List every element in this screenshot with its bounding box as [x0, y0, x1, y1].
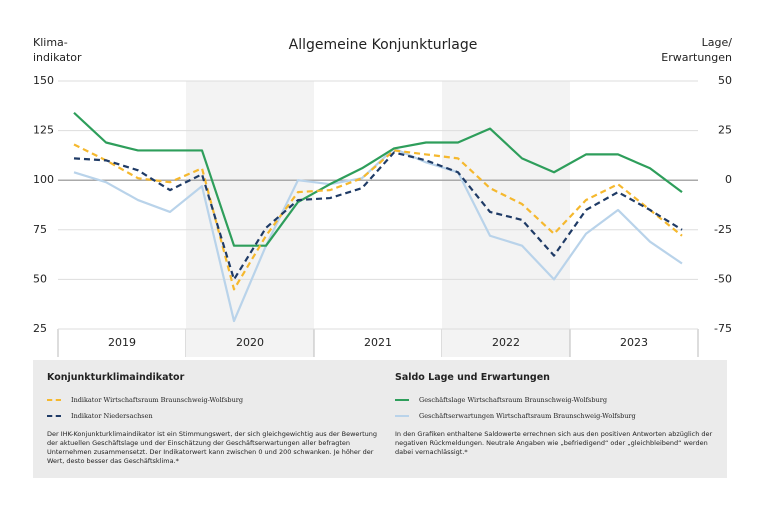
series-line	[73, 147, 683, 323]
y2-tick-label: -25	[714, 223, 732, 236]
chart: Allgemeine Konjunkturlage 2019 2020 2021 20…	[33, 36, 733, 357]
legend-label: Indikator Wirtschaftsraum Braunschweig-W…	[71, 396, 244, 404]
y-tick-label: 100	[33, 173, 54, 186]
y2-tick-label: 25	[718, 124, 732, 137]
legend-swatch	[47, 399, 61, 401]
legend-label: Indikator Niedersachsen	[71, 412, 153, 420]
legend-label: Geschäftserwartungen Wirtschaftsraum Bra…	[419, 412, 636, 420]
y-tick-label: 125	[33, 124, 54, 137]
y-axis-label: indikator	[33, 51, 82, 64]
year-band	[442, 81, 570, 357]
legend-note: Der IHK-Konjunkturklimaindikator ist ein…	[47, 430, 377, 465]
y2-tick-label: -50	[714, 272, 732, 285]
y-tick-label: 150	[33, 74, 54, 87]
legend-panel: Konjunkturklimaindikator Indikator Wirtsc…	[33, 360, 727, 478]
legend-item: Indikator Wirtschaftsraum Braunschweig-W…	[47, 392, 377, 408]
series-line	[73, 111, 683, 247]
y2-axis-label: Lage/	[702, 36, 733, 49]
legend-swatch	[47, 415, 61, 417]
legend-item: Geschäftserwartungen Wirtschaftsraum Bra…	[395, 408, 725, 424]
series-line	[73, 151, 683, 281]
x-tick-label: 2020	[236, 336, 264, 349]
y2-tick-label: 0	[725, 173, 732, 186]
legend-item: Indikator Niedersachsen	[47, 408, 377, 424]
chart-title: Allgemeine Konjunkturlage	[289, 37, 478, 53]
x-tick-label: 2023	[620, 336, 648, 349]
y-tick-label: 50	[33, 272, 47, 285]
x-tick-label: 2019	[108, 336, 136, 349]
legend-swatch	[395, 399, 409, 401]
legend-label: Geschäftslage Wirtschaftsraum Braunschwe…	[419, 396, 607, 404]
y2-axis-label: Erwartungen	[661, 51, 732, 64]
y2-tick-label: -75	[714, 322, 732, 335]
y2-tick-label: 50	[718, 74, 732, 87]
legend-item: Geschäftslage Wirtschaftsraum Braunschwe…	[395, 392, 725, 408]
legend-group: Saldo Lage und Erwartungen Geschäftslage …	[395, 372, 725, 457]
legend-title: Saldo Lage und Erwartungen	[395, 372, 550, 383]
y-tick-label: 75	[33, 223, 47, 236]
y-axis-label: Klima-	[33, 36, 68, 49]
y-tick-label: 25	[33, 322, 47, 335]
x-tick-label: 2022	[492, 336, 520, 349]
legend-group: Konjunkturklimaindikator Indikator Wirtsc…	[47, 372, 377, 466]
legend-swatch	[395, 415, 409, 417]
legend-title: Konjunkturklimaindikator	[47, 372, 185, 383]
year-band	[186, 81, 314, 357]
series-line	[73, 143, 683, 291]
legend-note: In den Grafiken enthaltene Saldowerte er…	[395, 430, 713, 456]
x-tick-label: 2021	[364, 336, 392, 349]
